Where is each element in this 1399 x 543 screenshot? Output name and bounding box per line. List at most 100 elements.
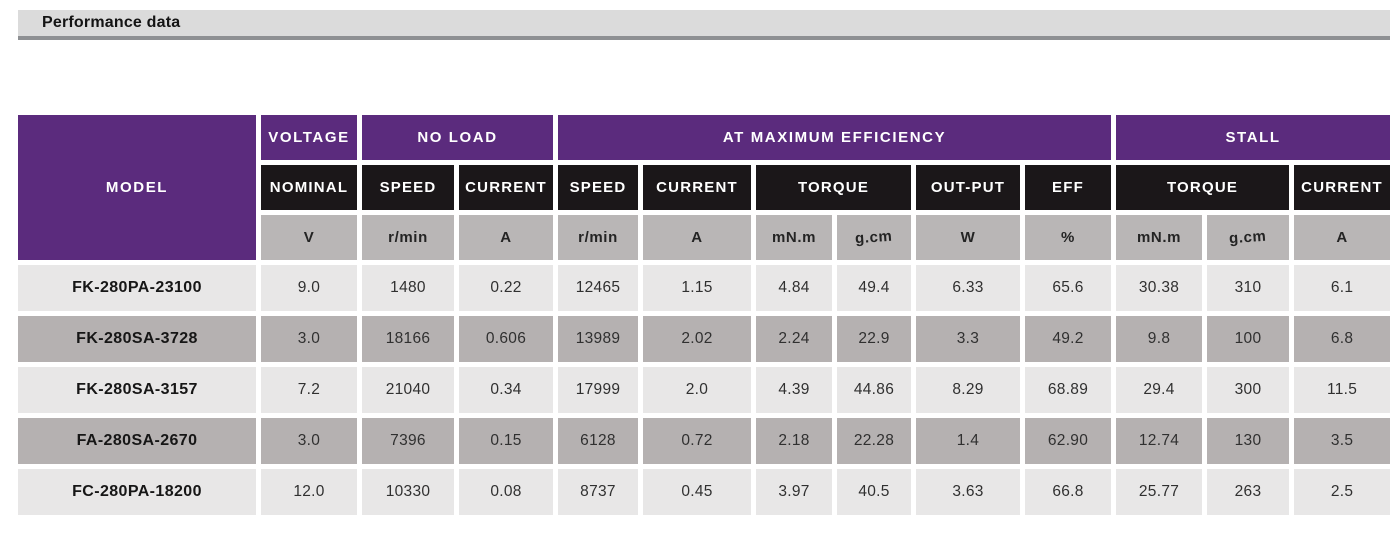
- table-row: FA-280SA-2670 3.0 7396 0.15 6128 0.72 2.…: [18, 418, 1391, 464]
- value-cell: 66.8: [1025, 469, 1112, 515]
- value-cell: 3.5: [1294, 418, 1391, 464]
- datasheet-page: Performance data MODEL VOLTAGE NO LOAD A…: [0, 10, 1399, 520]
- unit-stall-torque-mnm: mN.m: [1116, 215, 1203, 260]
- unit-label: mN.m: [1136, 229, 1182, 246]
- sub-header-no-load-current: CURRENT: [459, 165, 553, 210]
- sub-header-max-eff-speed: SPEED: [558, 165, 638, 210]
- group-header-at-maximum-efficiency: AT MAXIMUM EFFICIENCY: [558, 115, 1112, 160]
- group-header-stall: STALL: [1116, 115, 1391, 160]
- value-cell: 18166: [362, 316, 454, 362]
- value-cell: 65.6: [1025, 265, 1112, 311]
- value-cell: 68.89: [1025, 367, 1112, 413]
- value-cell: 0.22: [459, 265, 553, 311]
- unit-label: A: [1336, 229, 1348, 246]
- value-cell: 4.84: [756, 265, 832, 311]
- value-cell: 0.72: [643, 418, 751, 464]
- value-cell: 100: [1207, 316, 1290, 362]
- sub-header-stall-torque: TORQUE: [1116, 165, 1290, 210]
- value-cell: 30.38: [1116, 265, 1203, 311]
- value-cell: 6.1: [1294, 265, 1391, 311]
- value-cell: 9.8: [1116, 316, 1203, 362]
- value-cell: 263: [1207, 469, 1290, 515]
- sub-header-max-eff-current: CURRENT: [643, 165, 751, 210]
- value-cell: 29.4: [1116, 367, 1203, 413]
- unit-stall-current: A: [1294, 215, 1391, 260]
- performance-table: MODEL VOLTAGE NO LOAD AT MAXIMUM EFFICIE…: [13, 110, 1395, 520]
- unit-max-eff-torque-gcm: g.cm: [837, 215, 911, 260]
- value-cell: 25.77: [1116, 469, 1203, 515]
- table-sub-header-row: NOMINAL SPEED CURRENT SPEED CURRENT TORQ…: [18, 165, 1391, 210]
- unit-eff-percent: %: [1025, 215, 1112, 260]
- value-cell: 0.606: [459, 316, 553, 362]
- sub-header-stall-current: CURRENT: [1294, 165, 1391, 210]
- value-cell: 62.90: [1025, 418, 1112, 464]
- unit-label: r/min: [578, 229, 618, 246]
- value-cell: 4.39: [756, 367, 832, 413]
- value-cell: 21040: [362, 367, 454, 413]
- unit-max-eff-speed: r/min: [558, 215, 638, 260]
- value-cell: 1480: [362, 265, 454, 311]
- value-cell: 44.86: [837, 367, 911, 413]
- value-cell: 130: [1207, 418, 1290, 464]
- value-cell: 1.4: [916, 418, 1020, 464]
- value-cell: 3.63: [916, 469, 1020, 515]
- model-cell: FK-280PA-23100: [18, 265, 256, 311]
- value-cell: 8.29: [916, 367, 1020, 413]
- value-cell: 2.02: [643, 316, 751, 362]
- sub-header-nominal: NOMINAL: [261, 165, 357, 210]
- unit-label: r/min: [388, 229, 428, 246]
- section-header-bar: Performance data: [18, 10, 1390, 40]
- unit-stall-torque-gcm: g.cm: [1207, 215, 1290, 260]
- unit-no-load-current: A: [459, 215, 553, 260]
- value-cell: 13989: [558, 316, 638, 362]
- value-cell: 7.2: [261, 367, 357, 413]
- unit-label: g.cm: [1228, 227, 1268, 248]
- sub-header-eff: EFF: [1025, 165, 1112, 210]
- model-cell: FA-280SA-2670: [18, 418, 256, 464]
- value-cell: 6.8: [1294, 316, 1391, 362]
- unit-label: %: [1061, 229, 1075, 246]
- unit-volt: V: [261, 215, 357, 260]
- model-cell: FK-280SA-3728: [18, 316, 256, 362]
- value-cell: 1.15: [643, 265, 751, 311]
- value-cell: 17999: [558, 367, 638, 413]
- value-cell: 3.0: [261, 418, 357, 464]
- value-cell: 3.3: [916, 316, 1020, 362]
- value-cell: 6.33: [916, 265, 1020, 311]
- group-header-voltage: VOLTAGE: [261, 115, 357, 160]
- value-cell: 49.2: [1025, 316, 1112, 362]
- group-header-no-load: NO LOAD: [362, 115, 553, 160]
- value-cell: 10330: [362, 469, 454, 515]
- value-cell: 40.5: [837, 469, 911, 515]
- value-cell: 310: [1207, 265, 1290, 311]
- value-cell: 2.18: [756, 418, 832, 464]
- value-cell: 12465: [558, 265, 638, 311]
- value-cell: 0.45: [643, 469, 751, 515]
- value-cell: 2.0: [643, 367, 751, 413]
- value-cell: 2.5: [1294, 469, 1391, 515]
- unit-max-eff-torque-mnm: mN.m: [756, 215, 832, 260]
- page-title: Performance data: [42, 14, 181, 31]
- value-cell: 22.9: [837, 316, 911, 362]
- unit-label: A: [500, 229, 512, 246]
- group-header-model: MODEL: [18, 115, 256, 260]
- value-cell: 11.5: [1294, 367, 1391, 413]
- table-units-row: V r/min A r/min A mN.m g.cm W % mN.m g.c…: [18, 215, 1391, 260]
- model-cell: FC-280PA-18200: [18, 469, 256, 515]
- value-cell: 0.08: [459, 469, 553, 515]
- value-cell: 12.74: [1116, 418, 1203, 464]
- value-cell: 3.0: [261, 316, 357, 362]
- table-row: FK-280SA-3728 3.0 18166 0.606 13989 2.02…: [18, 316, 1391, 362]
- value-cell: 6128: [558, 418, 638, 464]
- unit-label: mN.m: [771, 229, 817, 246]
- unit-output-w: W: [916, 215, 1020, 260]
- unit-label: V: [303, 229, 315, 246]
- value-cell: 12.0: [261, 469, 357, 515]
- value-cell: 0.34: [459, 367, 553, 413]
- value-cell: 2.24: [756, 316, 832, 362]
- value-cell: 9.0: [261, 265, 357, 311]
- model-cell: FK-280SA-3157: [18, 367, 256, 413]
- value-cell: 7396: [362, 418, 454, 464]
- value-cell: 8737: [558, 469, 638, 515]
- unit-no-load-speed: r/min: [362, 215, 454, 260]
